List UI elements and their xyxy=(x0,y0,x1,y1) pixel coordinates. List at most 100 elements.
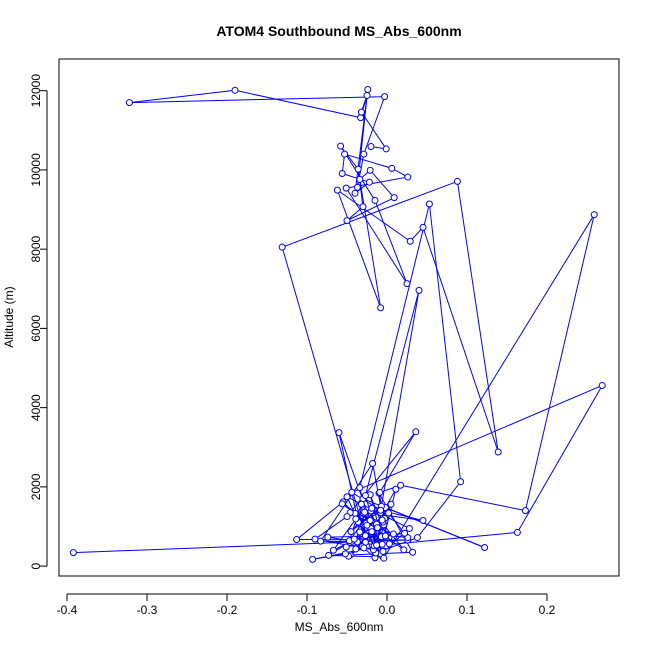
data-point xyxy=(339,170,345,176)
data-point xyxy=(355,166,361,172)
data-point xyxy=(358,115,364,121)
data-point xyxy=(402,530,408,536)
data-point xyxy=(599,382,605,388)
data-point xyxy=(343,544,349,550)
data-point xyxy=(369,529,375,535)
data-point xyxy=(352,190,358,196)
data-point xyxy=(370,460,376,466)
data-point xyxy=(381,555,387,561)
data-point xyxy=(416,287,422,293)
data-point xyxy=(362,509,368,515)
data-point xyxy=(379,517,385,523)
data-point xyxy=(342,151,348,157)
x-axis-label: MS_Abs_600nm xyxy=(295,620,384,634)
x-tick-label: 0.1 xyxy=(459,603,476,617)
x-tick-label: -0.2 xyxy=(217,603,238,617)
data-point xyxy=(353,546,359,552)
data-point xyxy=(326,552,332,558)
data-point xyxy=(325,534,331,540)
data-point xyxy=(398,482,404,488)
data-point xyxy=(361,151,367,157)
data-point xyxy=(349,489,355,495)
data-point xyxy=(378,507,384,513)
data-point xyxy=(390,531,396,537)
data-point xyxy=(362,533,368,539)
data-point xyxy=(458,479,464,485)
data-point xyxy=(357,176,363,182)
data-point xyxy=(522,508,528,514)
y-tick-label: 4000 xyxy=(29,394,43,421)
y-axis-label: Altitude (m) xyxy=(2,286,16,347)
data-point xyxy=(364,522,370,528)
data-point xyxy=(407,238,413,244)
data-point xyxy=(426,201,432,207)
data-point xyxy=(358,109,364,115)
data-point xyxy=(353,516,359,522)
data-point xyxy=(388,501,394,507)
y-tick-label: 0 xyxy=(29,562,43,569)
data-point xyxy=(330,547,336,553)
data-point xyxy=(414,535,420,541)
data-point xyxy=(420,224,426,230)
data-point xyxy=(391,195,397,201)
data-point xyxy=(70,550,76,556)
data-point xyxy=(401,547,407,553)
data-point xyxy=(374,525,380,531)
data-point xyxy=(357,485,363,491)
data-point xyxy=(379,541,385,547)
data-point xyxy=(386,510,392,516)
data-point xyxy=(410,549,416,555)
data-point xyxy=(334,187,340,193)
data-point xyxy=(338,143,344,149)
data-point xyxy=(404,281,410,287)
data-point xyxy=(318,538,324,544)
data-point xyxy=(382,94,388,100)
data-point xyxy=(454,178,460,184)
y-tick-label: 12000 xyxy=(29,74,43,108)
data-point xyxy=(358,501,364,507)
data-point xyxy=(362,493,368,499)
data-point xyxy=(374,542,380,548)
data-point xyxy=(364,92,370,98)
data-point xyxy=(310,556,316,562)
data-point xyxy=(342,551,348,557)
data-point xyxy=(382,533,388,539)
data-point xyxy=(126,100,132,106)
data-point xyxy=(495,449,501,455)
x-tick-label: -0.3 xyxy=(137,603,158,617)
x-tick-label: -0.4 xyxy=(57,603,78,617)
data-point xyxy=(336,430,342,436)
data-point xyxy=(360,204,366,210)
x-tick-label: 0.0 xyxy=(379,603,396,617)
data-point xyxy=(312,536,318,542)
data-point xyxy=(420,518,426,524)
x-tick-label: -0.1 xyxy=(297,603,318,617)
data-point xyxy=(279,244,285,250)
chart-title: ATOM4 Southbound MS_Abs_600nm xyxy=(216,23,461,39)
data-point xyxy=(405,174,411,180)
y-tick-label: 8000 xyxy=(29,235,43,262)
data-point xyxy=(591,212,597,218)
data-point xyxy=(514,529,520,535)
data-point xyxy=(368,144,374,150)
data-point xyxy=(389,165,395,171)
data-point xyxy=(378,305,384,311)
y-tick-label: 10000 xyxy=(29,153,43,187)
data-point xyxy=(377,489,383,495)
data-point xyxy=(482,544,488,550)
data-point xyxy=(383,146,389,152)
data-point xyxy=(354,184,360,190)
data-point xyxy=(361,545,367,551)
data-point xyxy=(413,429,419,435)
data-point xyxy=(339,501,345,507)
data-point xyxy=(348,529,354,535)
data-point xyxy=(380,548,386,554)
x-tick-label: 0.2 xyxy=(539,603,556,617)
data-point xyxy=(343,185,349,191)
data-point xyxy=(357,529,363,535)
data-point xyxy=(386,541,392,547)
data-point xyxy=(365,87,371,93)
